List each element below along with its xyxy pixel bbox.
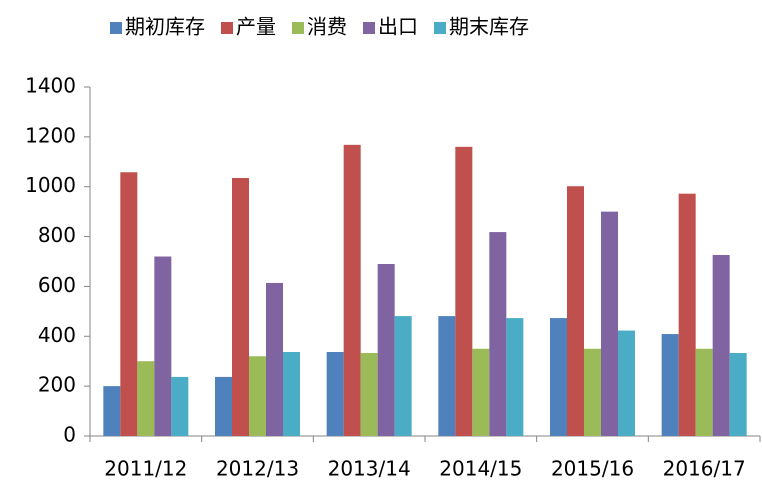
bar xyxy=(103,386,121,436)
legend-label: 期末库存 xyxy=(449,15,529,39)
legend-swatch xyxy=(434,22,446,34)
legend-label: 产量 xyxy=(236,15,276,39)
legend-label: 消费 xyxy=(307,15,347,39)
bar xyxy=(232,177,249,436)
x-tick-label: 2013/14 xyxy=(328,457,411,481)
x-tick-label: 2015/16 xyxy=(551,457,634,481)
bar xyxy=(729,352,747,436)
bar xyxy=(283,351,300,436)
x-tick-label: 2011/12 xyxy=(104,457,187,481)
y-tick-label: 400 xyxy=(38,323,76,347)
legend-swatch xyxy=(110,22,122,34)
y-tick-label: 200 xyxy=(38,373,76,397)
bar xyxy=(120,172,138,436)
bar xyxy=(661,334,679,436)
bar xyxy=(567,186,584,436)
bar xyxy=(215,376,232,436)
legend-swatch xyxy=(221,22,233,34)
bar xyxy=(584,348,601,436)
bar xyxy=(506,318,524,436)
legend-swatch xyxy=(363,22,375,34)
x-tick-label: 2012/13 xyxy=(216,457,299,481)
x-tick-label: 2014/15 xyxy=(439,457,522,481)
bar xyxy=(618,330,635,436)
y-tick-label: 0 xyxy=(63,423,76,447)
bar xyxy=(326,351,344,436)
bar xyxy=(472,348,490,436)
legend-swatch xyxy=(292,22,304,34)
y-tick-label: 600 xyxy=(38,273,76,297)
bar xyxy=(438,316,456,436)
y-tick-label: 1200 xyxy=(25,123,76,147)
y-tick-label: 800 xyxy=(38,223,76,247)
bar xyxy=(678,193,696,436)
bar xyxy=(171,376,189,436)
bar xyxy=(601,211,618,436)
x-tick-label: 2016/17 xyxy=(663,457,746,481)
bar xyxy=(712,255,730,436)
y-tick-label: 1000 xyxy=(25,173,76,197)
bar xyxy=(695,348,713,436)
bar xyxy=(266,282,283,436)
bar xyxy=(249,356,266,436)
bar xyxy=(360,352,378,436)
bar xyxy=(137,361,155,436)
bar xyxy=(489,232,507,436)
y-tick-label: 1400 xyxy=(25,74,76,98)
bar xyxy=(550,318,567,436)
bar xyxy=(394,316,412,436)
bar xyxy=(455,146,473,437)
legend-label: 出口 xyxy=(378,15,418,39)
bar xyxy=(343,144,361,436)
bar xyxy=(154,256,172,436)
legend-label: 期初库存 xyxy=(125,15,205,39)
bar xyxy=(377,263,395,436)
